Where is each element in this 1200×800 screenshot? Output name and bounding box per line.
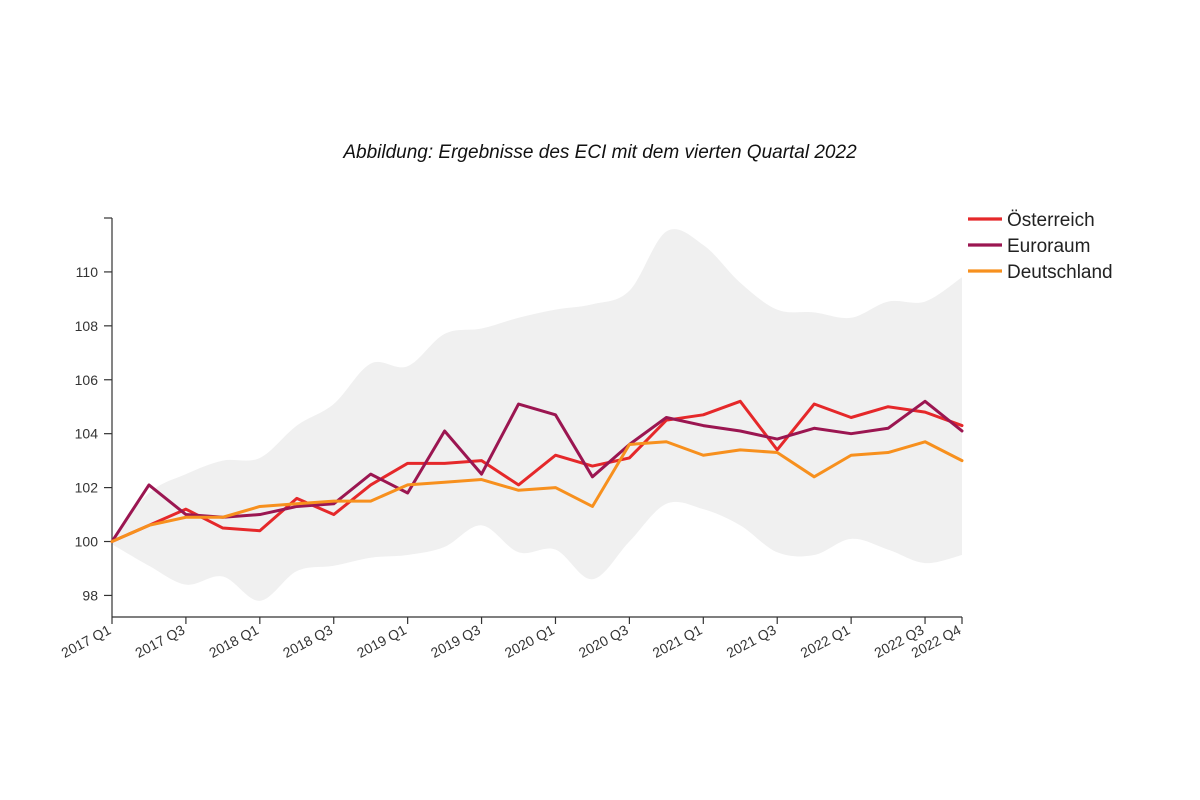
x-tick-label: 2018 Q3 — [280, 621, 335, 660]
confidence-band — [112, 229, 962, 601]
x-tick-label: 2019 Q3 — [428, 621, 483, 660]
series-line-österreich — [110, 399, 964, 544]
y-tick-label: 102 — [75, 480, 99, 496]
x-tick-label: 2019 Q1 — [354, 621, 409, 660]
y-tick-label: 104 — [75, 426, 99, 442]
x-tick-label: 2021 Q1 — [650, 621, 705, 660]
series-lines — [110, 399, 964, 544]
x-tick-label: 2017 Q1 — [58, 621, 113, 660]
x-tick-label: 2021 Q3 — [724, 621, 779, 660]
y-tick-label: 108 — [75, 318, 99, 334]
series-line-deutschland — [110, 440, 964, 544]
legend: Österreich Euroraum Deutschland — [968, 210, 1113, 283]
legend-label: Deutschland — [1007, 262, 1113, 283]
x-tick-label: 2022 Q1 — [798, 621, 853, 660]
legend-label: Euroraum — [1007, 236, 1090, 257]
band-area — [112, 229, 962, 601]
x-tick-label: 2020 Q1 — [502, 621, 557, 660]
x-tick-label: 2017 Q3 — [132, 621, 187, 660]
y-tick-label: 106 — [75, 372, 99, 388]
y-tick-label: 110 — [76, 264, 99, 280]
y-tick-label: 98 — [82, 587, 98, 603]
y-tick-label: 100 — [75, 534, 99, 550]
chart-title: Abbildung: Ergebnisse des ECI mit dem vi… — [343, 142, 857, 163]
legend-label: Österreich — [1007, 210, 1095, 231]
x-tick-label: 2020 Q3 — [576, 621, 631, 660]
x-tick-label: 2018 Q1 — [206, 621, 261, 660]
series-line-euroraum — [110, 399, 964, 544]
